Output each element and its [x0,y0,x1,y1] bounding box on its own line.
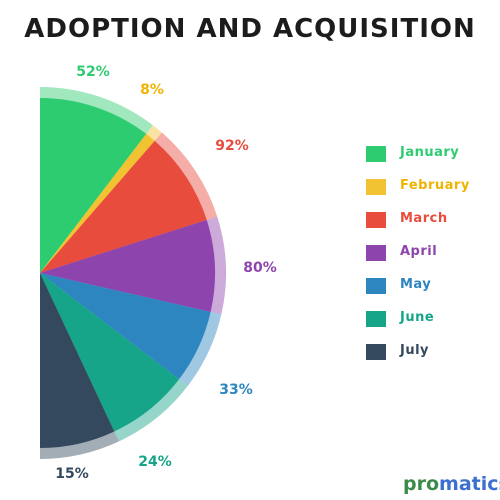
slice-june [40,273,180,432]
legend-label: April [400,244,438,259]
brand-part-2: matics [439,473,500,495]
legend-swatch [366,146,386,162]
legend-swatch [366,311,386,327]
legend-label: February [400,178,470,193]
value-label-may: 33% [219,382,253,398]
promatics-logo: promatics [403,473,500,495]
legend-swatch [366,245,386,261]
legend-swatch [366,212,386,228]
value-label-june: 24% [138,454,172,470]
legend-swatch [366,278,386,294]
legend-label: July [400,343,430,358]
value-label-january: 52% [76,64,110,80]
legend-label: March [400,211,448,226]
chart-title: ADOPTION AND ACQUISITION [24,14,476,44]
legend-label: June [400,310,435,325]
legend-swatch [366,179,386,195]
legend-label: May [400,277,432,292]
value-label-march: 92% [215,138,249,154]
legend-label: January [400,145,460,160]
value-label-july: 15% [55,466,89,482]
slice-may [40,273,211,380]
slice-march [40,140,207,273]
brand-part-1: pro [403,473,440,495]
value-label-april: 80% [243,260,277,276]
legend-swatch [366,344,386,360]
slice-april [40,219,215,312]
slice-july [40,273,115,448]
slice-february [40,133,155,273]
value-label-february: 8% [140,82,164,98]
slice-january [40,98,147,273]
